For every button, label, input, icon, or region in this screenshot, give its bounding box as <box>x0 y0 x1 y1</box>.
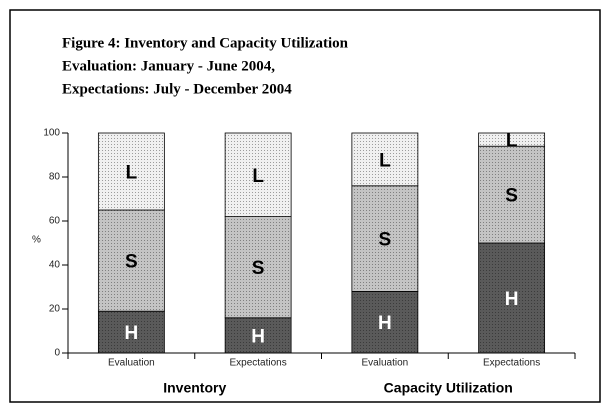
segment-label: S <box>505 186 518 207</box>
bar-texture <box>351 185 418 292</box>
bar-texture <box>98 210 165 312</box>
segment-label: S <box>379 230 392 251</box>
bar-texture <box>351 291 418 353</box>
y-tick-label: 40 <box>49 260 61 271</box>
bar-texture <box>98 311 165 353</box>
y-tick-label: 100 <box>43 128 60 139</box>
y-tick-label: 60 <box>49 216 61 227</box>
bar-texture <box>351 133 418 186</box>
bar-texture <box>478 133 545 147</box>
y-tick-label: 20 <box>49 304 61 315</box>
segment-label: H <box>125 323 139 344</box>
segment-label: L <box>506 131 518 152</box>
group-label: Capacity Utilization <box>384 380 513 396</box>
x-tick-label: Evaluation <box>108 358 155 369</box>
y-axis-label: % <box>32 235 41 246</box>
segment-label: H <box>378 313 392 334</box>
group-label: Inventory <box>163 380 226 396</box>
segment-label: H <box>505 289 519 310</box>
x-tick-label: Expectations <box>229 358 286 369</box>
segment-label: S <box>125 252 138 273</box>
segment-label: S <box>252 258 265 279</box>
bar-texture <box>478 146 545 243</box>
bar-texture <box>478 243 545 353</box>
segment-label: H <box>251 326 265 347</box>
x-tick-label: Expectations <box>483 358 540 369</box>
bar-texture <box>225 216 292 318</box>
chart-title: Figure 4: Inventory and Capacity Utiliza… <box>62 35 349 51</box>
segment-label: L <box>252 166 264 187</box>
y-tick-label: 0 <box>54 348 60 359</box>
chart-title: Expectations: July - December 2004 <box>62 81 292 97</box>
segment-label: L <box>379 150 391 171</box>
bar-texture <box>225 317 292 353</box>
bar-texture <box>225 133 292 217</box>
y-tick-label: 80 <box>49 172 61 183</box>
frame <box>9 9 601 403</box>
chart-title: Evaluation: January - June 2004, <box>62 58 275 74</box>
segment-label: L <box>126 163 138 184</box>
x-tick-label: Evaluation <box>362 358 409 369</box>
bar-texture <box>98 133 165 210</box>
